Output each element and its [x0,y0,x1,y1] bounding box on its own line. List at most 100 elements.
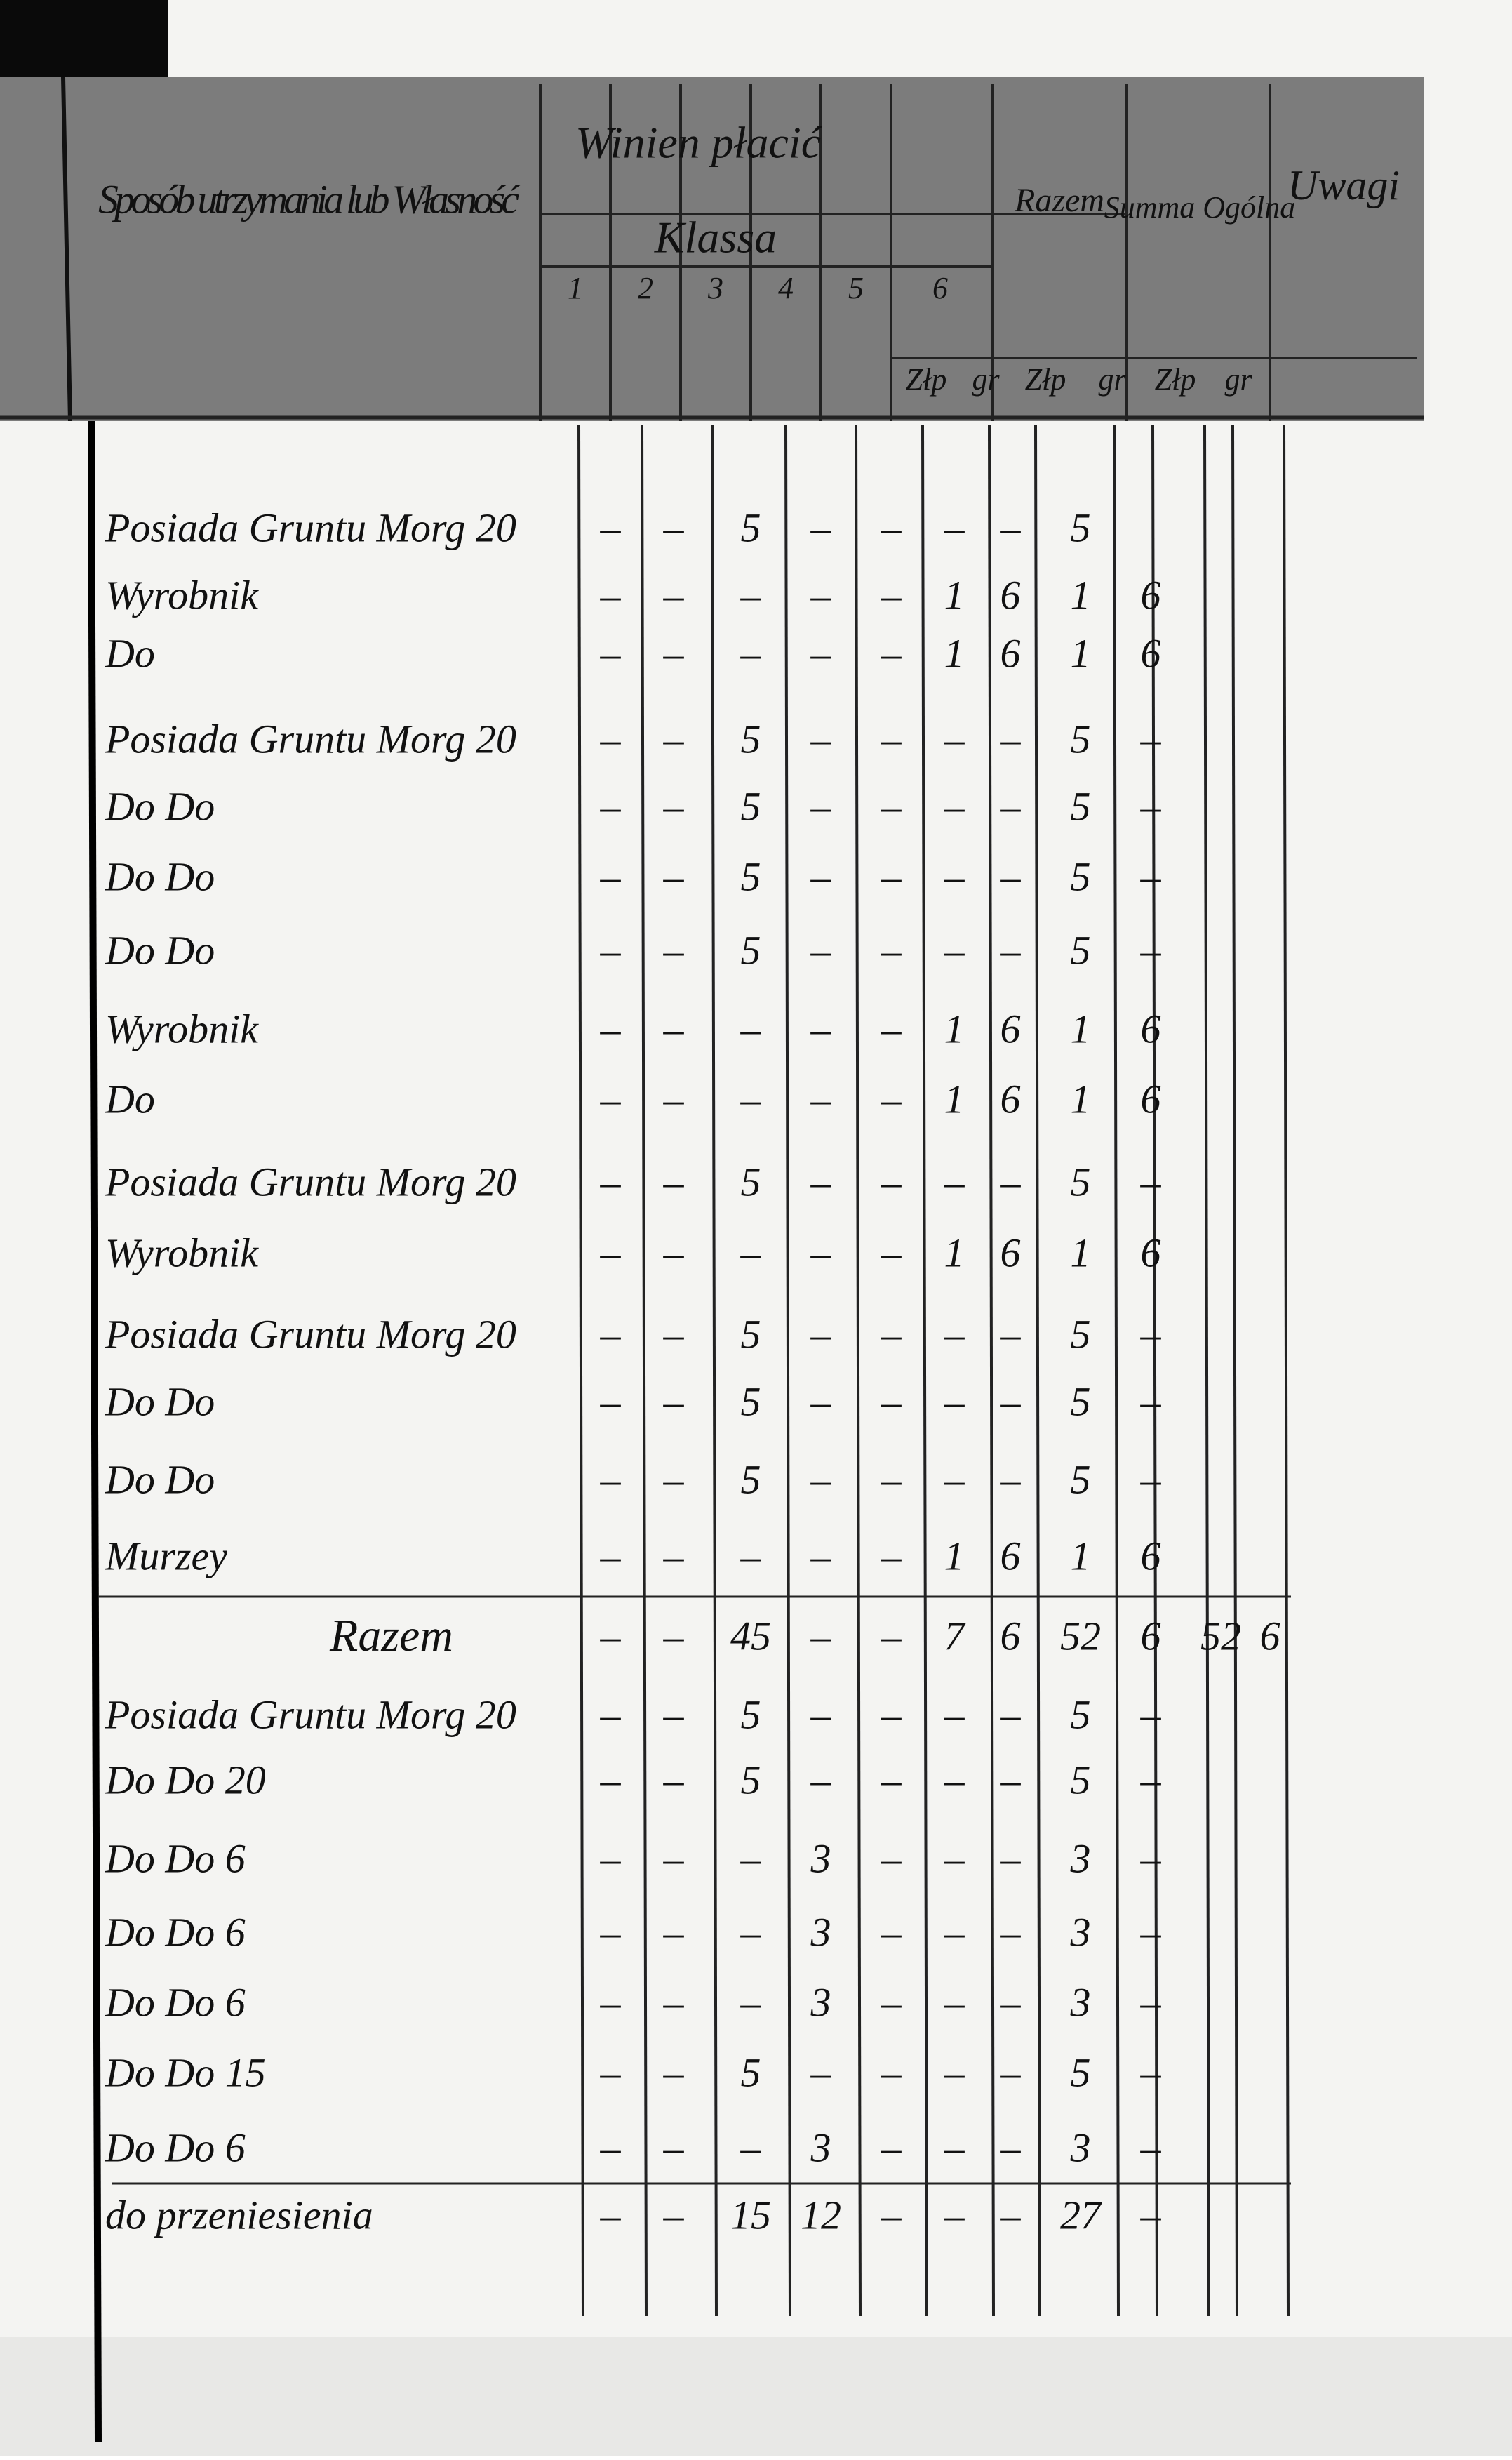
cell-value: 3 [1070,1835,1091,1881]
cell-value: – [881,783,902,829]
cell-value: – [663,1835,685,1881]
cell-value: – [810,783,832,829]
cell-value: 1 [1071,1230,1091,1275]
margin-rule [88,420,102,2443]
cell-value: 15 [730,2192,771,2238]
unit-label: Złp [906,362,947,397]
cell-value: 3 [810,1835,831,1881]
cell-value: – [1000,716,1022,762]
cell-value: – [600,2049,622,2095]
cell-value: – [1000,1378,1022,1424]
cell-value: – [810,1613,832,1658]
body-column-rule [1113,424,1120,2317]
cell-value: – [810,630,832,676]
cell-value: – [663,2049,685,2095]
row-label: Posiada Gruntu Morg 20 [105,505,516,550]
cell-value: – [663,572,685,618]
cell-value: – [881,630,902,676]
cell-value: – [663,1691,685,1737]
cell-value: – [600,1456,622,1502]
cell-value: – [810,2049,832,2095]
header-owes: Winien płacić [575,118,823,168]
cell-value: – [600,1979,622,2025]
cell-value: – [881,1456,902,1502]
cell-value: – [944,1979,965,2025]
cell-value: – [1140,1378,1162,1424]
row-label: Do Do 6 [105,1835,246,1881]
row-label: Do Do [105,1378,215,1424]
cell-value: – [600,1909,622,1955]
cell-value: 5 [741,716,761,762]
cell-value: – [1140,2049,1162,2095]
body-column-rule [1034,424,1041,2317]
cell-value: – [600,630,622,676]
cell-value: 6 [1141,1230,1161,1275]
row-label: Do Do [105,1456,215,1502]
cell-value: – [1000,1311,1022,1357]
cell-value: – [600,1533,622,1578]
row-label: Do Do [105,783,215,829]
cell-value: – [740,1006,762,1051]
cell-value: – [663,783,685,829]
row-label: do przeniesienia [105,2192,373,2238]
cell-value: – [881,716,902,762]
cell-value: – [1140,716,1162,762]
cell-value: 5 [741,2049,761,2095]
cell-value: – [810,1159,832,1204]
cell-value: – [944,2049,965,2095]
cell-value: 5 [1071,1691,1091,1737]
header-rule [61,77,72,422]
header-remarks: Uwagi [1287,162,1400,208]
cell-value: – [1000,2125,1022,2170]
cell-value: – [881,1230,902,1275]
cell-value: 6 [1141,1613,1161,1658]
row-label: Wyrobnik [105,1230,259,1275]
cell-value: – [663,853,685,899]
row-label: Do Do [105,927,215,973]
cell-value: 52 [1060,1613,1101,1658]
cell-value: 3 [810,1909,831,1955]
cell-value: – [600,2125,622,2170]
body-column-rule [577,424,584,2317]
cell-value: 5 [1071,1311,1091,1357]
cell-value: – [944,1909,965,1955]
cell-value: – [600,1006,622,1051]
cell-value: – [944,783,965,829]
class-number: 4 [778,271,794,305]
cell-value: 5 [741,505,761,550]
cell-value: 5 [1071,853,1091,899]
cell-value: – [663,927,685,973]
body-column-rule [711,424,718,2317]
cell-value: – [881,505,902,550]
header-description: Sposób utrzymania lub Własność [98,176,521,222]
cell-value: – [810,716,832,762]
cell-value: – [944,1835,965,1881]
row-label: Do [105,630,155,676]
cell-value: – [1140,1691,1162,1737]
cell-value: – [663,716,685,762]
cell-value: – [740,572,762,618]
cell-value: – [944,1691,965,1737]
cell-value: – [944,716,965,762]
cell-value: 12 [801,2192,841,2238]
cell-value: 6 [1141,630,1161,676]
cell-value: – [1140,1909,1162,1955]
cell-value: 1 [944,1230,965,1275]
cell-value: 5 [741,1159,761,1204]
cell-value: – [881,853,902,899]
cell-value: – [663,1006,685,1051]
cell-value: – [944,1456,965,1502]
body-column-rule [1203,424,1210,2317]
cell-value: – [663,1979,685,2025]
cell-value: – [600,853,622,899]
cell-value: – [1140,927,1162,973]
cell-value: – [1000,2049,1022,2095]
cell-value: – [881,2049,902,2095]
cell-value: – [944,1757,965,1802]
cell-value: 5 [1071,1456,1091,1502]
body-column-rule [1231,424,1238,2317]
class-number: 1 [568,271,583,305]
cell-value: 1 [944,630,965,676]
cell-value: – [881,2125,902,2170]
header-total: Razem [1014,182,1104,219]
